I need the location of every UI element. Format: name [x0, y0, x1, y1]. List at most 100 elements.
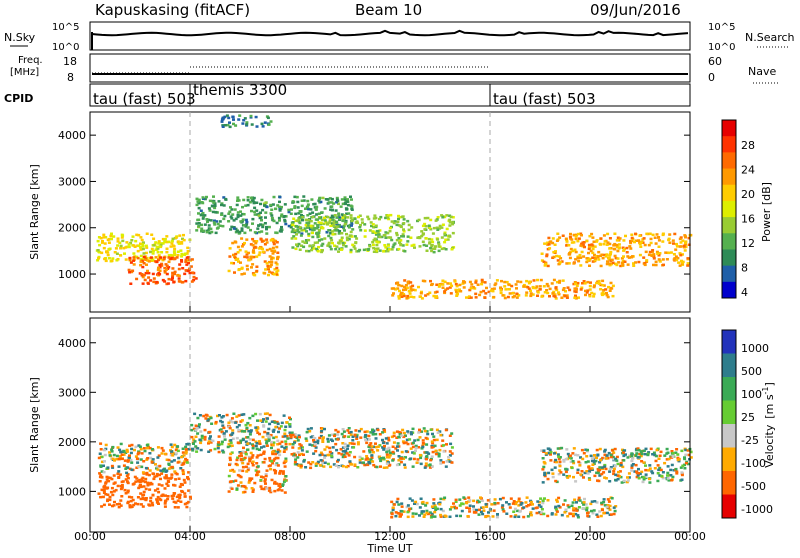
- heatmap-cell-power-data-4: [334, 229, 338, 232]
- heatmap-cell-power-data-5: [499, 291, 503, 295]
- heatmap-cell-vel-data-4: [448, 434, 452, 437]
- heatmap-cell-vel-data-6: [647, 469, 650, 472]
- heatmap-cell-vel-data-4: [314, 449, 318, 453]
- heatmap-cell-vel-data-5: [439, 515, 443, 518]
- heatmap-cell-vel-data-2: [193, 412, 197, 416]
- heatmap-cell-vel-data-2: [208, 437, 212, 440]
- heatmap-cell-power-data-2: [277, 216, 281, 220]
- heatmap-cell-vel-data-6: [643, 452, 647, 456]
- heatmap-cell-vel-data-2: [216, 446, 220, 450]
- heatmap-cell-power-data-6: [574, 235, 578, 238]
- heatmap-cell-power-data-6: [607, 262, 611, 265]
- heatmap-cell-power-data-5: [599, 288, 603, 291]
- heatmap-cell-power-data-2: [295, 195, 299, 199]
- heatmap-cell-vel-data-5: [582, 501, 586, 504]
- heatmap-cell-vel-data-0: [104, 493, 108, 496]
- heatmap-cell-vel-data-4: [370, 448, 374, 452]
- heatmap-cell-power-data-5: [554, 297, 558, 300]
- heatmap-cell-power-data-4: [326, 222, 329, 225]
- heatmap-cell-power-data-3: [251, 250, 255, 254]
- heatmap-cell-power-data-6: [567, 253, 571, 256]
- heatmap-cell-power-data-7: [232, 122, 235, 126]
- heatmap-cell-power-data-4: [329, 236, 333, 240]
- heatmap-cell-vel-data-0: [108, 495, 112, 499]
- heatmap-cell-vel-data-1: [122, 453, 126, 456]
- heatmap-cell-power-data-4: [424, 237, 428, 240]
- heatmap-cell-power-data-7: [266, 116, 270, 120]
- heatmap-cell-vel-data-6: [681, 464, 685, 467]
- heatmap-cell-power-data-2: [230, 208, 234, 211]
- heatmap-cell-vel-data-0: [174, 478, 178, 481]
- heatmap-cell-vel-data-5: [572, 507, 576, 510]
- velocity-title-main: Velocity: [763, 424, 776, 468]
- heatmap-cell-power-data-5: [394, 288, 398, 291]
- heatmap-cell-power-data-5: [606, 295, 610, 299]
- heatmap-cell-vel-data-1: [103, 460, 106, 463]
- heatmap-cell-vel-data-5: [472, 499, 476, 503]
- heatmap-cell-vel-data-3: [255, 473, 258, 477]
- heatmap-cell-vel-data-5: [498, 497, 502, 501]
- heatmap-cell-power-data-2: [260, 230, 264, 233]
- heatmap-cell-power-data-6: [548, 240, 552, 244]
- heatmap-cell-vel-data-6: [576, 471, 580, 474]
- heatmap-cell-vel-data-4: [309, 427, 313, 430]
- heatmap-cell-power-data-3: [266, 266, 270, 269]
- heatmap-cell-vel-data-4: [291, 446, 295, 449]
- heatmap-cell-power-data-5: [607, 285, 610, 289]
- heatmap-cell-power-data-6: [655, 233, 659, 236]
- heatmap-cell-power-data-3: [233, 240, 237, 243]
- heatmap-cell-power-data-4: [425, 249, 429, 252]
- heatmap-cell-vel-data-4: [359, 436, 363, 439]
- heatmap-cell-power-data-3: [271, 246, 275, 250]
- heatmap-cell-vel-data-5: [453, 505, 457, 509]
- heatmap-cell-power-data-4: [410, 226, 414, 229]
- heatmap-cell-power-data-4: [441, 216, 445, 219]
- freq-left-tick-top: 18: [63, 55, 77, 68]
- heatmap-cell-vel-data-1: [97, 456, 101, 460]
- heatmap-cell-vel-data-1: [173, 470, 177, 473]
- heatmap-cell-vel-data-4: [352, 442, 356, 446]
- heatmap-cell-vel-data-1: [133, 448, 136, 452]
- heatmap-cell-vel-data-5: [573, 498, 577, 501]
- heatmap-cell-vel-data-3: [236, 456, 240, 459]
- heatmap-cell-power-data-0: [99, 236, 103, 240]
- heatmap-cell-vel-data-2: [289, 433, 292, 437]
- heatmap-cell-vel-data-0: [126, 491, 130, 494]
- heatmap-cell-power-data-6: [617, 239, 621, 242]
- heatmap-cell-vel-data-5: [514, 502, 517, 506]
- heatmap-cell-vel-data-1: [110, 448, 114, 451]
- heatmap-cell-vel-data-1: [143, 449, 147, 453]
- heatmap-cell-power-data-5: [577, 296, 580, 299]
- heatmap-cell-power-data-2: [201, 211, 205, 215]
- heatmap-cell-vel-data-0: [156, 495, 160, 499]
- heatmap-cell-power-data-4: [386, 214, 390, 217]
- heatmap-cell-power-data-3: [272, 242, 276, 246]
- heatmap-cell-power-data-2: [265, 225, 268, 229]
- heatmap-cell-power-data-2: [315, 205, 319, 209]
- heatmap-cell-power-data-3: [265, 238, 269, 241]
- heatmap-cell-power-data-2: [201, 217, 205, 220]
- heatmap-cell-vel-data-5: [539, 497, 543, 500]
- heatmap-cell-vel-data-3: [271, 462, 275, 465]
- heatmap-cell-power-data-6: [622, 249, 626, 252]
- heatmap-cell-vel-data-2: [200, 436, 204, 440]
- heatmap-cell-vel-data-4: [321, 461, 325, 465]
- heatmap-cell-vel-data-6: [590, 467, 594, 470]
- heatmap-cell-vel-data-2: [246, 442, 250, 445]
- heatmap-cell-power-data-6: [643, 263, 647, 267]
- heatmap-cell-vel-data-2: [209, 435, 212, 438]
- heatmap-cell-power-data-0: [159, 257, 163, 261]
- heatmap-cell-vel-data-4: [335, 448, 339, 452]
- heatmap-cell-power-data-4: [359, 229, 363, 232]
- heatmap-cell-power-data-4: [421, 233, 425, 236]
- heatmap-cell-vel-data-3: [276, 464, 280, 467]
- heatmap-cell-vel-data-6: [683, 463, 686, 467]
- heatmap-cell-vel-data-4: [345, 465, 348, 469]
- heatmap-cell-power-data-0: [178, 234, 182, 237]
- heatmap-cell-vel-data-2: [228, 419, 232, 422]
- heatmap-cell-power-data-5: [507, 283, 511, 286]
- heatmap-cell-power-data-2: [241, 205, 244, 209]
- heatmap-cell-vel-data-4: [379, 459, 383, 463]
- heatmap-cell-power-data-4: [306, 214, 310, 217]
- heatmap-cell-power-data-7: [221, 116, 225, 120]
